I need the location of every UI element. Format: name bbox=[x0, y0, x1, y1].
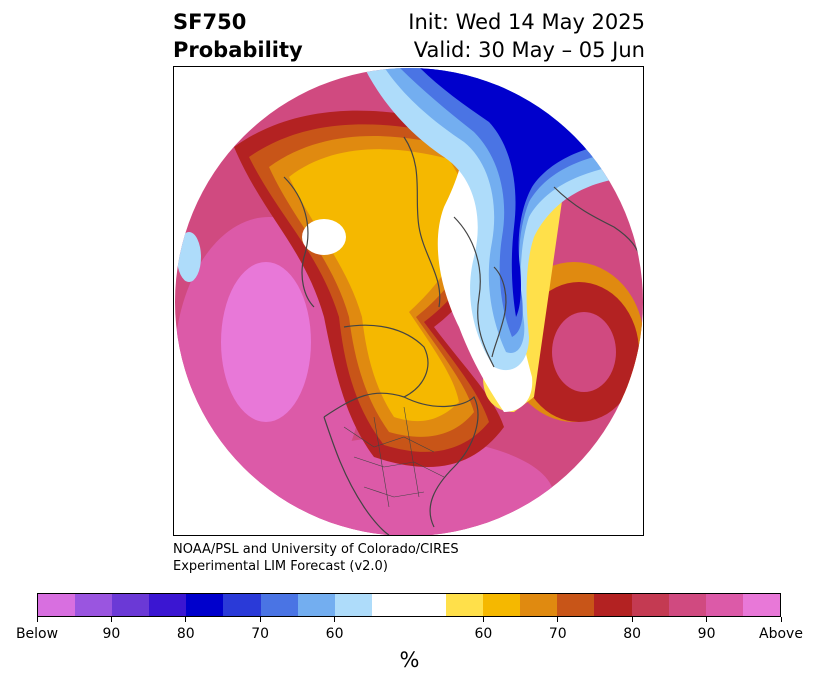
colorbar-tick-label: Above bbox=[759, 626, 803, 642]
colorbar-tick-label: 80 bbox=[623, 626, 642, 642]
valid-range: Valid: 30 May – 05 Jun bbox=[413, 38, 645, 62]
title-type: Probability bbox=[173, 38, 303, 62]
colorbar-tick bbox=[631, 617, 633, 622]
colorbar-tick bbox=[557, 617, 559, 622]
probability-map bbox=[175, 68, 643, 535]
colorbar-tick-label: 70 bbox=[548, 626, 567, 642]
colorbar-cell bbox=[594, 594, 632, 616]
colorbar-tick-label: 90 bbox=[697, 626, 716, 642]
colorbar-cell bbox=[38, 594, 76, 616]
colorbar-cell bbox=[112, 594, 150, 616]
pacific-high-core bbox=[221, 262, 311, 422]
colorbar-tick bbox=[334, 617, 336, 622]
colorbar-cell bbox=[75, 594, 113, 616]
colorbar-cell bbox=[149, 594, 187, 616]
title-variable: SF750 bbox=[173, 10, 247, 34]
colorbar-tick bbox=[706, 617, 708, 622]
colorbar-tick bbox=[780, 617, 782, 622]
init-date: Init: Wed 14 May 2025 bbox=[408, 10, 645, 34]
credit-text: NOAA/PSL and University of Colorado/CIRE… bbox=[173, 541, 459, 575]
colorbar bbox=[37, 593, 781, 617]
colorbar-tick bbox=[259, 617, 261, 622]
colorbar-cell bbox=[557, 594, 595, 616]
chart-title: SF750 Probability bbox=[173, 8, 303, 64]
gold-region bbox=[289, 149, 474, 422]
colorbar-cell bbox=[668, 594, 706, 616]
colorbar-cell bbox=[260, 594, 298, 616]
colorbar-tick-label: Below bbox=[15, 626, 59, 642]
colorbar-cell bbox=[408, 594, 447, 616]
colorbar-cell bbox=[631, 594, 669, 616]
colorbar-unit: % bbox=[399, 648, 420, 672]
colorbar-cell bbox=[446, 594, 484, 616]
blue-pocket bbox=[177, 232, 201, 282]
colorbar-tick-label: 90 bbox=[102, 626, 121, 642]
colorbar-cell bbox=[371, 594, 409, 616]
atlantic-pink bbox=[552, 312, 616, 392]
white-pocket bbox=[302, 219, 346, 255]
colorbar-tick bbox=[482, 617, 484, 622]
coastlines bbox=[283, 136, 643, 535]
map-panel bbox=[173, 66, 644, 536]
colorbar-cell bbox=[483, 594, 521, 616]
colorbar-tick bbox=[36, 617, 38, 622]
colorbar-tick-label: 60 bbox=[474, 626, 493, 642]
colorbar-cell bbox=[297, 594, 335, 616]
colorbar-tick bbox=[185, 617, 187, 622]
colorbar-ticks: Below 90 80 70 60 60 70 80 90 Above bbox=[16, 617, 803, 642]
colorbar-tick-label: 70 bbox=[251, 626, 270, 642]
colorbar-cell bbox=[334, 594, 372, 616]
colorbar-tick-label: 80 bbox=[176, 626, 195, 642]
forecast-dates: Init: Wed 14 May 2025 Valid: 30 May – 05… bbox=[408, 8, 645, 64]
colorbar-cell bbox=[186, 594, 224, 616]
credit-line1: NOAA/PSL and University of Colorado/CIRE… bbox=[173, 542, 459, 557]
colorbar-cell bbox=[520, 594, 558, 616]
colorbar-cell bbox=[705, 594, 743, 616]
state-borders bbox=[343, 406, 445, 508]
colorbar-tick-label: 60 bbox=[325, 626, 344, 642]
colorbar-cell bbox=[223, 594, 261, 616]
colorbar-tick bbox=[110, 617, 112, 622]
colorbar-cell bbox=[742, 594, 780, 616]
credit-line2: Experimental LIM Forecast (v2.0) bbox=[173, 559, 388, 574]
